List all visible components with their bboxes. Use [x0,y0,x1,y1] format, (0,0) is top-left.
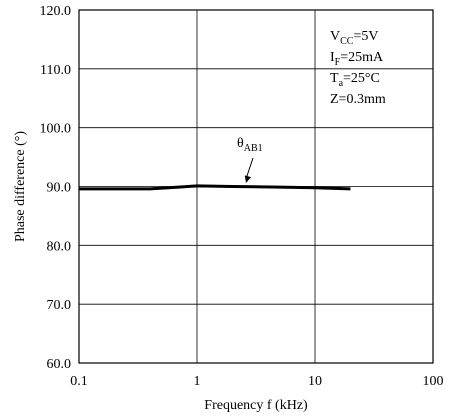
series-line-theta-ab1 [79,184,351,191]
condition-main: T [330,71,339,86]
x-tick-label: 100 [423,374,444,389]
x-tick-label: 1 [194,374,201,389]
x-tick-label: 10 [308,374,322,389]
condition-sub: a [339,78,344,89]
condition-sub: CC [340,36,354,47]
condition-main: Z=0.3mm [330,92,386,107]
condition-rest: =25°C [343,71,380,86]
y-tick-label: 100.0 [40,122,72,137]
series-pointer-line [245,157,254,180]
y-axis-label: Phase difference (°) [13,131,28,242]
plot-frame [78,9,434,364]
condition-rest: =25mA [340,50,384,65]
y-tick-label: 70.0 [47,298,72,313]
x-tick-label: 0.1 [70,374,88,389]
condition-rest: =5V [353,29,378,44]
series-label-theta-ab1: θAB1 [237,136,263,154]
series-label-sub: AB1 [244,143,263,154]
series-label-main: θ [237,136,244,151]
y-tick-label: 110.0 [40,63,71,78]
condition-line: Ta=25°C [330,71,380,89]
y-tick-label: 60.0 [47,357,72,372]
series-pointer-arrowhead [244,175,251,183]
tick-labels: 0.1 1 10 100 60.0 70.0 80.0 90.0 100.0 110.0 120.0 [40,4,444,389]
condition-main: V [330,29,340,44]
condition-sub: F [335,57,341,68]
condition-line: Z=0.3mm [330,92,386,107]
condition-main: I [330,50,335,65]
condition-line: VCC=5V [330,29,378,47]
y-tick-label: 90.0 [47,181,72,196]
x-axis-label: Frequency f (kHz) [204,398,308,413]
y-tick-label: 120.0 [40,4,72,19]
series-layer [79,184,351,191]
condition-line: IF=25mA [330,50,384,68]
y-tick-label: 80.0 [47,239,72,254]
series-annotation: θAB1 [237,136,263,183]
